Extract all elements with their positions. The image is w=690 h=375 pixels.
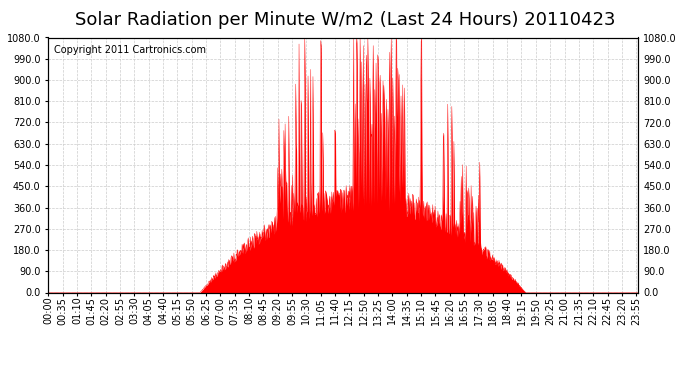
Text: Solar Radiation per Minute W/m2 (Last 24 Hours) 20110423: Solar Radiation per Minute W/m2 (Last 24…	[75, 11, 615, 29]
Text: Copyright 2011 Cartronics.com: Copyright 2011 Cartronics.com	[55, 45, 206, 55]
